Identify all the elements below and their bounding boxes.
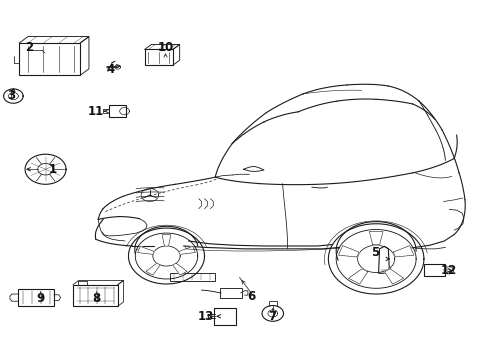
Text: 11: 11 xyxy=(88,105,104,118)
Text: 9: 9 xyxy=(37,292,45,305)
Text: 10: 10 xyxy=(157,41,173,54)
Polygon shape xyxy=(348,269,367,284)
Polygon shape xyxy=(392,246,413,257)
Text: 1: 1 xyxy=(49,163,57,176)
Polygon shape xyxy=(172,263,186,275)
Text: 8: 8 xyxy=(92,292,101,305)
Text: 12: 12 xyxy=(440,264,456,277)
Polygon shape xyxy=(338,246,358,257)
Polygon shape xyxy=(384,269,403,284)
Polygon shape xyxy=(137,246,154,255)
Polygon shape xyxy=(162,235,170,246)
Polygon shape xyxy=(145,263,160,275)
Text: 5: 5 xyxy=(370,246,379,259)
Text: 2: 2 xyxy=(25,41,33,54)
Text: 6: 6 xyxy=(247,290,255,303)
Text: 13: 13 xyxy=(197,310,213,324)
Text: 7: 7 xyxy=(268,310,276,324)
Polygon shape xyxy=(178,246,195,255)
Polygon shape xyxy=(368,231,382,245)
Text: 4: 4 xyxy=(106,63,114,76)
Text: 3: 3 xyxy=(7,89,16,102)
